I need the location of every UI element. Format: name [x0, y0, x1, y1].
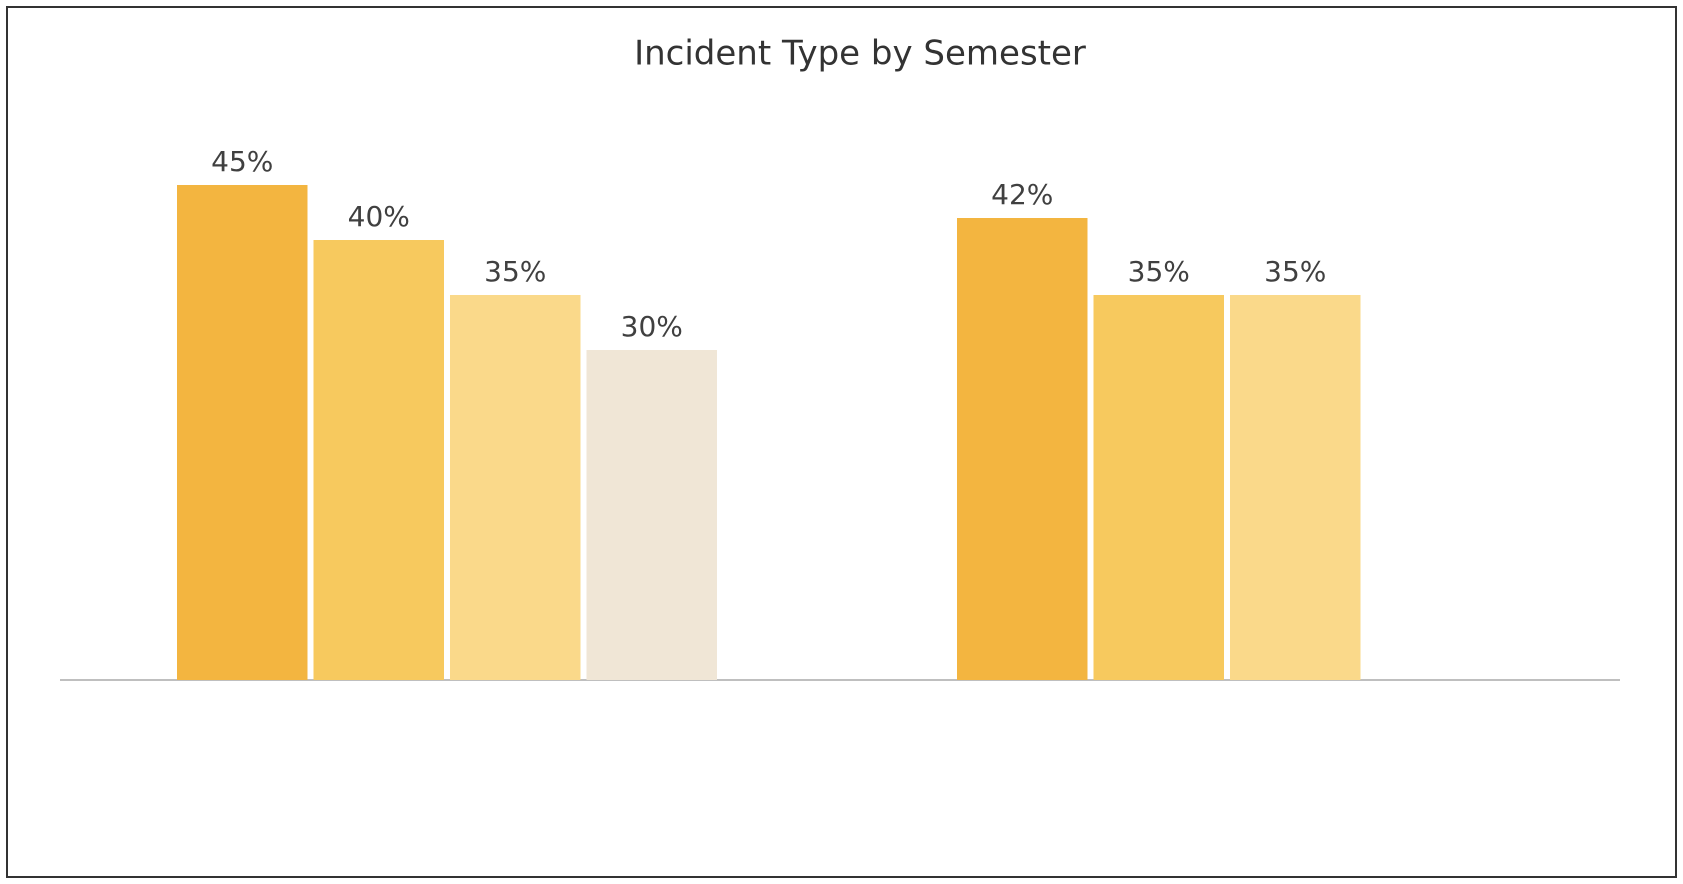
chart-title: Incident Type by Semester	[634, 34, 1086, 74]
value-label: 35%	[1128, 255, 1190, 288]
value-label: 35%	[1264, 255, 1326, 288]
bar	[177, 185, 308, 680]
chart: Incident Type by Semester 45% 40% 35% 30% 42…	[0, 0, 1683, 884]
bar	[314, 240, 445, 680]
value-label: 35%	[484, 255, 546, 288]
bar	[1094, 295, 1225, 680]
bar	[1230, 295, 1361, 680]
bar	[587, 350, 718, 680]
bar	[957, 218, 1088, 680]
value-label: 45%	[211, 145, 273, 178]
value-label: 42%	[991, 178, 1053, 211]
value-label: 30%	[621, 310, 683, 343]
page: {"chart_data": {"type": "bar", "title": …	[0, 0, 1683, 884]
value-label: 40%	[348, 200, 410, 233]
bar	[450, 295, 581, 680]
